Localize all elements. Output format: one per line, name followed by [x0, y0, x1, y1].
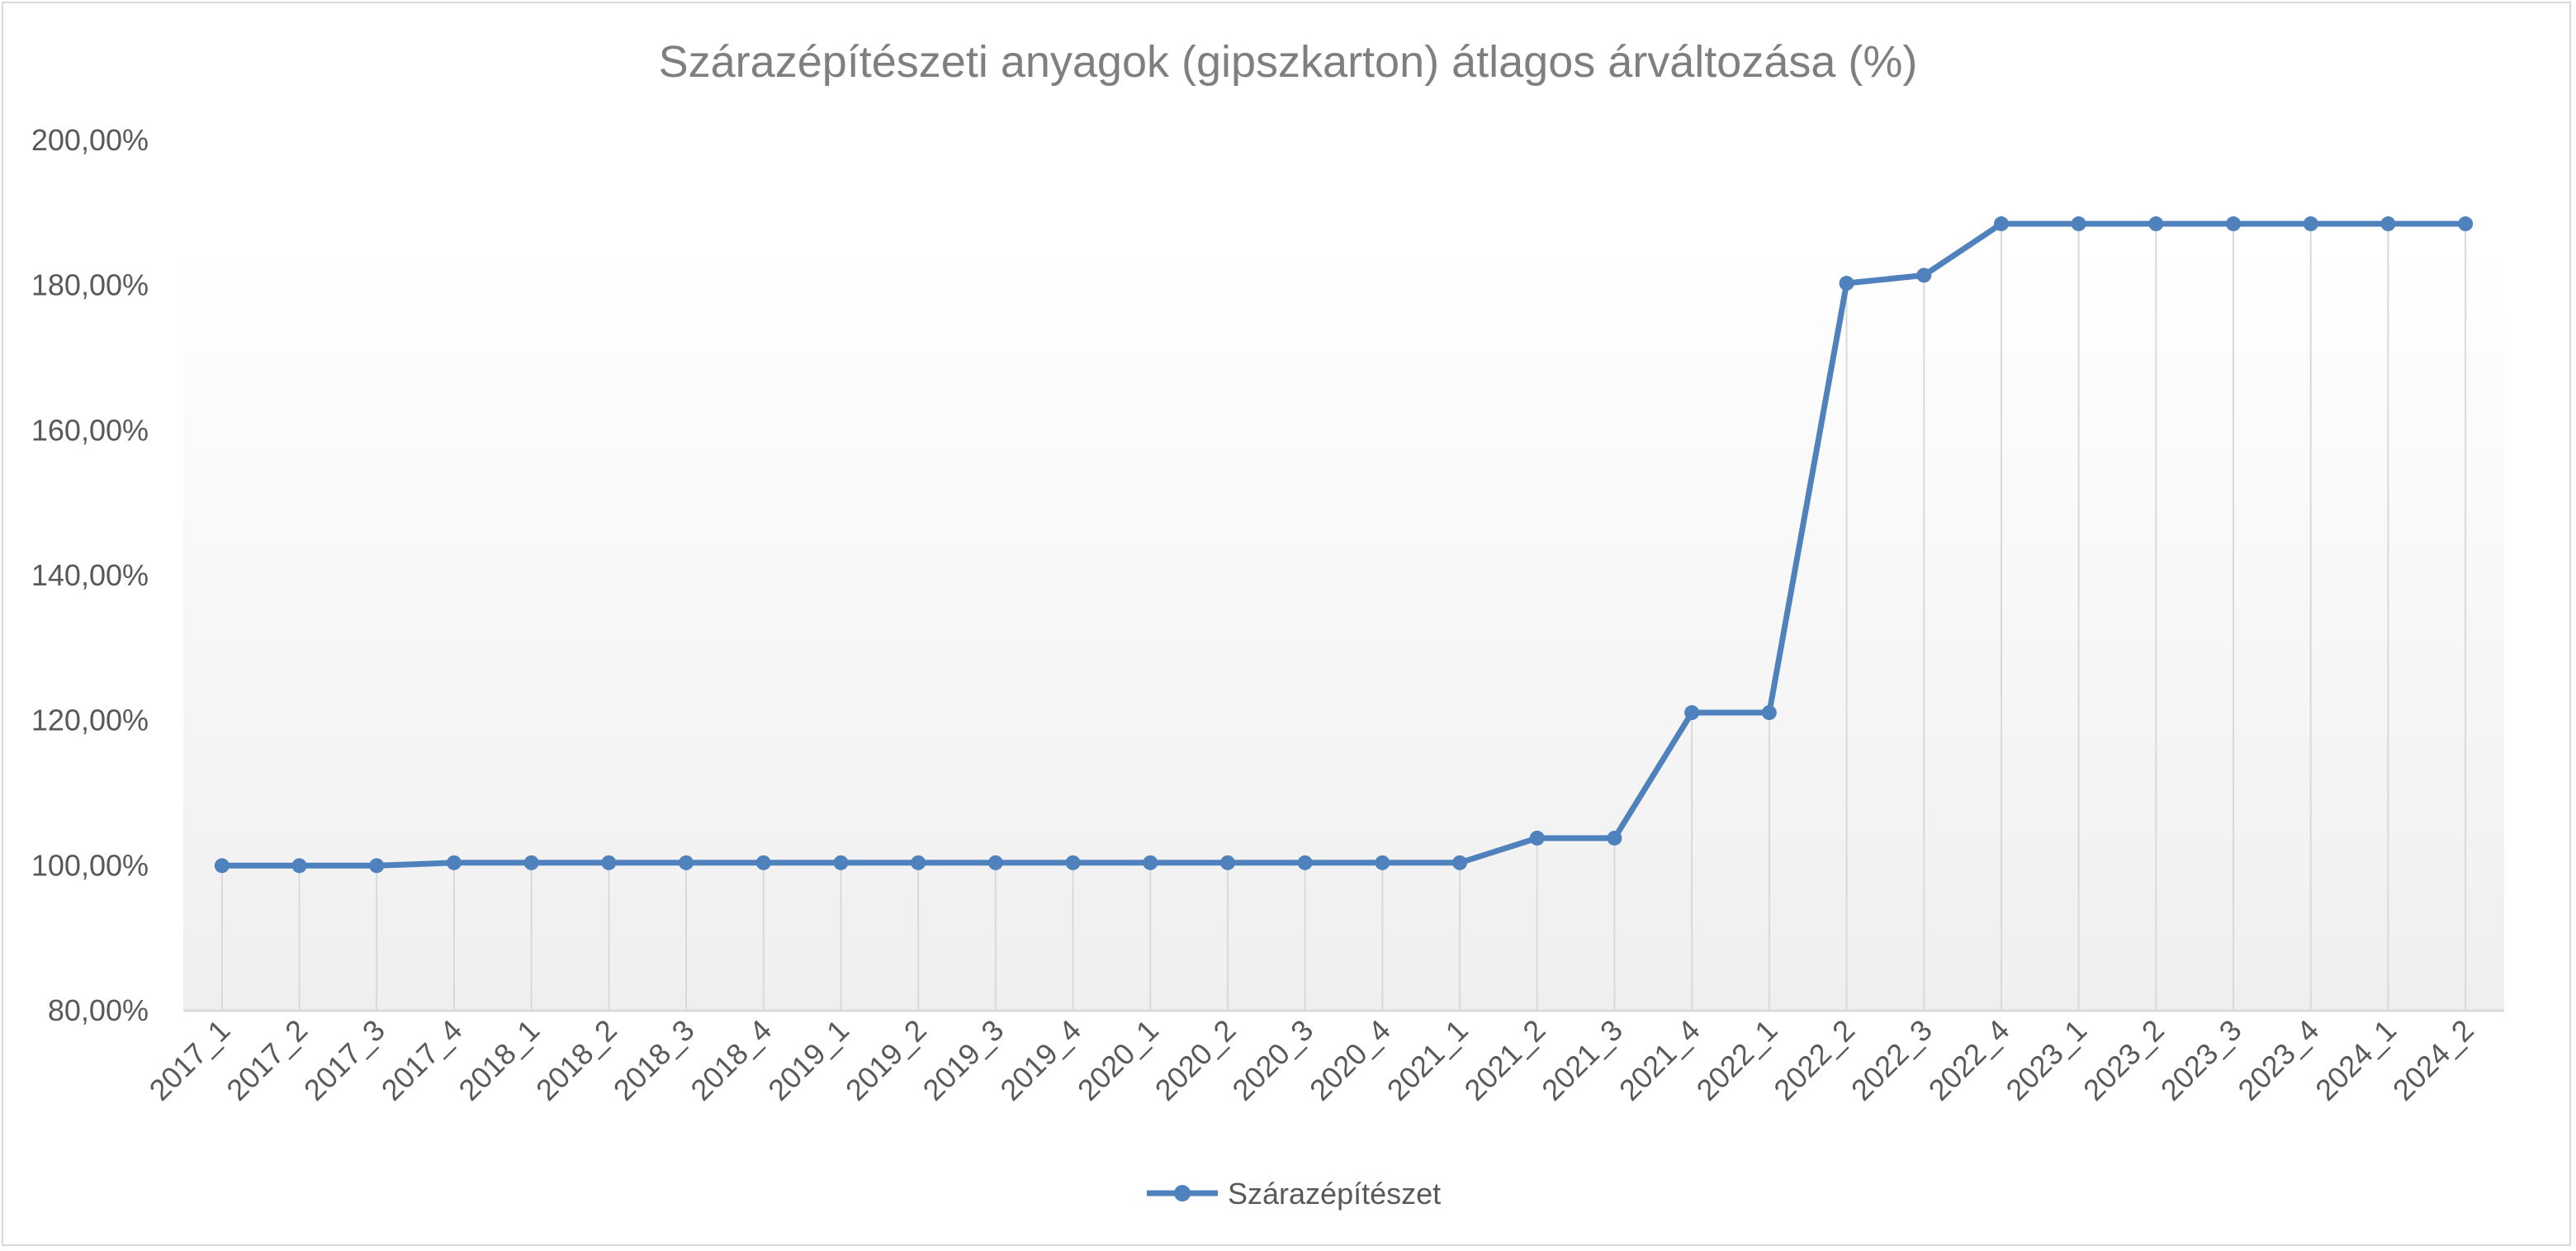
data-point-2019_3 — [987, 855, 1003, 870]
data-point-2021_1 — [1452, 855, 1468, 870]
chart-title: Szárazépítészeti anyagok (gipszkarton) á… — [659, 37, 1918, 87]
x-tick-label: 2023_1 — [1999, 1013, 2093, 1107]
y-tick-label: 140,00% — [31, 558, 149, 592]
x-tick-label: 2021_4 — [1612, 1013, 1707, 1107]
x-tick-label: 2017_2 — [220, 1013, 314, 1107]
x-tick-label: 2022_2 — [1767, 1013, 1861, 1107]
x-tick-label: 2020_3 — [1225, 1013, 1319, 1107]
data-point-2021_2 — [1529, 830, 1545, 846]
x-tick-label: 2018_3 — [607, 1013, 701, 1107]
x-tick-label: 2023_4 — [2231, 1013, 2325, 1107]
data-point-2022_3 — [1916, 268, 1932, 283]
data-point-2023_3 — [2226, 216, 2242, 232]
x-tick-label: 2019_1 — [761, 1013, 855, 1107]
series-markers — [214, 216, 2474, 874]
x-tick-label: 2024_1 — [2308, 1013, 2403, 1107]
data-point-2020_4 — [1375, 855, 1390, 870]
data-point-2020_3 — [1297, 855, 1313, 870]
x-tick-label: 2021_3 — [1535, 1013, 1629, 1107]
x-tick-label: 2017_1 — [143, 1013, 237, 1107]
data-point-2024_2 — [2458, 216, 2474, 232]
drop-lines — [220, 224, 2467, 1011]
x-tick-label: 2021_1 — [1380, 1013, 1475, 1107]
x-tick-label: 2023_3 — [2154, 1013, 2248, 1107]
y-tick-label: 100,00% — [31, 848, 149, 882]
plot-area — [183, 239, 2504, 1011]
legend-marker-icon — [1174, 1185, 1191, 1201]
data-point-2022_4 — [1993, 216, 2009, 232]
data-point-2017_1 — [214, 858, 230, 874]
data-point-2023_2 — [2148, 216, 2164, 232]
data-point-2018_1 — [523, 855, 539, 870]
data-point-2020_2 — [1219, 855, 1235, 870]
data-point-2021_3 — [1607, 830, 1622, 846]
data-point-2018_3 — [679, 855, 694, 870]
x-tick-label: 2023_2 — [2076, 1013, 2171, 1107]
legend-label: Szárazépítészet — [1228, 1177, 1441, 1211]
y-tick-label: 180,00% — [31, 268, 149, 302]
data-point-2023_4 — [2303, 216, 2318, 232]
data-point-2017_3 — [369, 858, 385, 874]
x-tick-label: 2019_4 — [993, 1013, 1087, 1107]
data-point-2019_4 — [1065, 855, 1081, 870]
data-point-2023_1 — [2071, 216, 2086, 232]
data-point-2019_2 — [911, 855, 926, 870]
series-line-szarazepiteszet — [219, 220, 2469, 869]
x-tick-label: 2020_2 — [1148, 1013, 1243, 1107]
x-tick-label: 2022_3 — [1844, 1013, 1939, 1107]
x-tick-label: 2020_4 — [1303, 1013, 1397, 1107]
x-tick-label: 2019_3 — [916, 1013, 1011, 1107]
data-point-2024_1 — [2380, 216, 2396, 232]
data-point-2017_2 — [291, 858, 307, 874]
data-point-2021_4 — [1684, 705, 1700, 721]
y-tick-label: 80,00% — [48, 993, 149, 1027]
y-tick-label: 160,00% — [31, 413, 149, 447]
x-tick-label: 2022_4 — [1922, 1013, 2016, 1107]
y-tick-label: 120,00% — [31, 704, 149, 737]
x-tick-label: 2018_2 — [529, 1013, 623, 1107]
x-tick-label: 2022_1 — [1690, 1013, 1784, 1107]
data-point-2018_2 — [601, 855, 617, 870]
legend: Szárazépítészet — [1147, 1177, 1441, 1211]
data-point-2022_1 — [1761, 705, 1777, 721]
x-tick-label: 2017_3 — [297, 1013, 391, 1107]
x-tick-label: 2021_2 — [1457, 1013, 1551, 1107]
x-tick-label: 2024_2 — [2386, 1013, 2480, 1107]
data-point-2018_4 — [755, 855, 771, 870]
data-point-2022_2 — [1839, 276, 1854, 291]
x-tick-label: 2019_2 — [839, 1013, 933, 1107]
x-tick-label: 2020_1 — [1071, 1013, 1165, 1107]
x-tick-label: 2018_4 — [684, 1013, 778, 1107]
y-tick-label: 200,00% — [31, 123, 149, 157]
data-point-2017_4 — [446, 855, 462, 870]
x-tick-label: 2017_4 — [375, 1013, 469, 1107]
data-point-2020_1 — [1143, 855, 1158, 870]
y-axis-tick-labels: 80,00% 100,00% 120,00% 140,00% 160,00% 180,00… — [31, 123, 149, 1027]
x-tick-label: 2018_1 — [452, 1013, 546, 1107]
data-point-2019_1 — [833, 855, 849, 870]
x-axis-tick-labels: 2017_12017_22017_32017_42018_12018_22018… — [143, 1013, 2480, 1107]
